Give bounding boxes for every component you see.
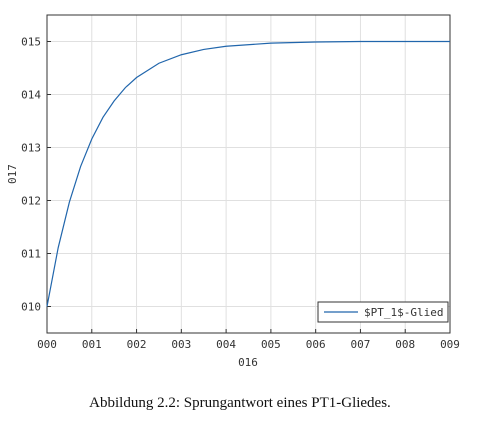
y-tick-label: 012	[21, 195, 41, 208]
caption: Abbildung 2.2: Sprungantwort eines PT1-G…	[89, 395, 391, 411]
x-tick-label: 006	[306, 338, 326, 351]
x-axis-label: 016	[238, 356, 258, 369]
x-tick-label: 000	[37, 338, 57, 351]
x-tick-label: 001	[82, 338, 102, 351]
x-tick-label: 004	[216, 338, 236, 351]
legend-box	[317, 301, 449, 323]
legend-label: $PT_1$-Glied	[364, 306, 443, 319]
line-series	[46, 40, 450, 307]
x-tick-label: 007	[351, 338, 371, 351]
y-tick-label: 010	[21, 301, 41, 314]
plot-frame	[46, 14, 451, 334]
x-tick-label: 005	[261, 338, 281, 351]
y-tick-label: 015	[21, 36, 41, 49]
x-tick-label: 002	[127, 338, 147, 351]
x-tick-label: 009	[440, 338, 460, 351]
y-tick-label: 013	[21, 142, 41, 155]
x-tick-label: 008	[395, 338, 415, 351]
y-tick-label: 011	[21, 248, 41, 261]
y-tick-label: 014	[21, 89, 41, 102]
x-tick-label: 003	[171, 338, 191, 351]
y-axis-label: 017	[6, 164, 19, 184]
